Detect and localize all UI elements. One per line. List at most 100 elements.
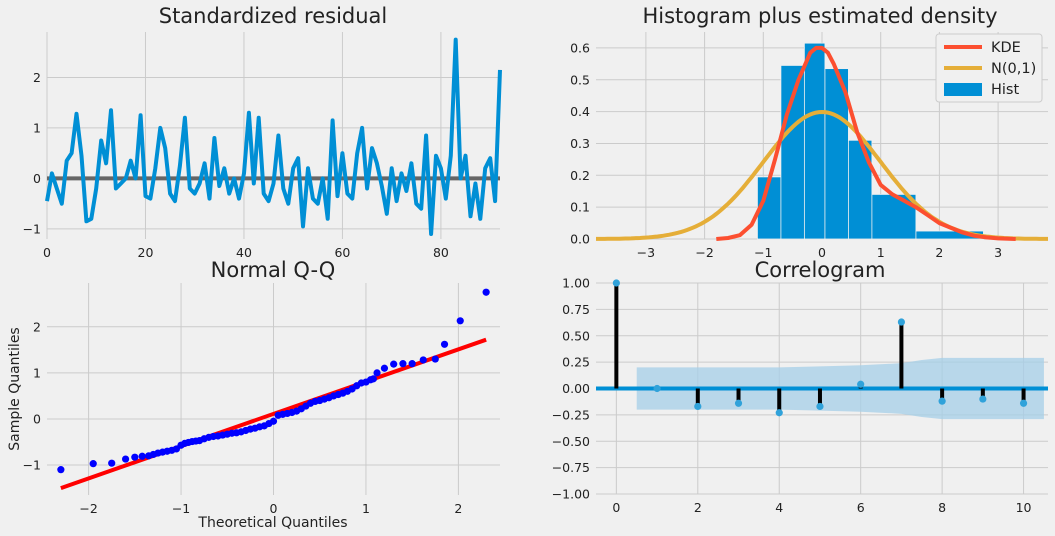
legend-swatch-hist — [944, 83, 982, 96]
qq-point — [482, 288, 490, 296]
x-tick-labels: −3 −2 −1 0 1 2 3 — [637, 245, 1002, 260]
y-tick-label: 1 — [33, 120, 41, 135]
normal-qq-panel: −2 −1 0 1 2 −1 0 1 2 Normal Q-Q Theoretical Qua… — [7, 258, 500, 531]
acf-marker — [694, 402, 702, 411]
y-tick-label: 0.2 — [570, 168, 590, 183]
x-axis-label: Theoretical Quantiles — [197, 515, 347, 531]
y-tick-label: 0.25 — [562, 355, 590, 370]
y-tick-label: −0.25 — [552, 407, 590, 422]
acf-marker — [734, 399, 743, 407]
y-tick-label: 0.1 — [570, 200, 590, 215]
acf-marker — [979, 395, 987, 403]
y-tick-label: −0.50 — [552, 434, 590, 449]
y-tick-label: −0.75 — [552, 460, 590, 475]
x-tick-label: 3 — [994, 245, 1002, 260]
x-tick-label: −2 — [79, 501, 97, 516]
x-tick-label: −1 — [172, 501, 190, 516]
qq-point — [138, 452, 146, 460]
qq-point — [269, 417, 278, 425]
y-tick-label: 2 — [33, 70, 41, 85]
qq-point — [380, 364, 389, 372]
plot-area — [45, 37, 502, 236]
chart-title: Histogram plus estimated density — [642, 4, 997, 28]
histogram-bar — [848, 139, 873, 240]
plot-area — [57, 288, 490, 490]
qq-point — [89, 460, 97, 468]
chart-title: Standardized residual — [159, 4, 388, 28]
x-tick-label: 8 — [938, 500, 946, 515]
x-tick-labels: 0 2 4 6 8 10 — [612, 500, 1031, 515]
y-tick-label: 0.6 — [570, 40, 590, 55]
x-tick-labels: −2 −1 0 1 2 — [79, 501, 462, 516]
qq-point — [373, 369, 381, 377]
y-tick-label: −1 — [23, 221, 41, 236]
x-tick-label: 1 — [877, 245, 885, 260]
y-tick-label: −1.00 — [552, 487, 590, 502]
qq-point — [456, 317, 464, 325]
y-tick-labels: −1 0 1 2 — [23, 319, 41, 472]
plot-area — [596, 279, 1048, 420]
correlogram-panel: 0 2 4 6 8 10 1.00 0.75 0.50 0.25 0.00 −0.25 −0.50 −0… — [552, 258, 1048, 515]
kde-density-line — [716, 45, 1016, 241]
x-tick-label: 20 — [138, 245, 154, 260]
acf-marker — [775, 409, 783, 417]
acf-marker — [857, 380, 865, 388]
x-tick-label: 2 — [935, 245, 943, 260]
y-tick-labels: 0.0 0.1 0.2 0.3 0.4 0.5 0.6 — [570, 40, 590, 246]
qq-point — [57, 466, 65, 474]
y-tick-labels: 1.00 0.75 0.50 0.25 0.00 −0.25 −0.50 −0.75 −1.00 — [552, 276, 590, 502]
x-tick-label: 0 — [270, 501, 278, 516]
y-tick-label: −1 — [23, 458, 41, 473]
y-tick-label: 0.75 — [562, 302, 590, 317]
y-tick-labels: −1 0 1 2 — [23, 70, 41, 236]
x-tick-label: 2 — [454, 501, 462, 516]
x-tick-label: −2 — [695, 245, 713, 260]
acf-marker — [938, 397, 946, 405]
x-tick-label: 40 — [236, 245, 252, 260]
x-tick-label: 0 — [612, 500, 620, 515]
qq-point — [369, 375, 377, 383]
y-tick-label: 2 — [33, 319, 41, 334]
y-tick-label: 1 — [33, 365, 41, 380]
chart-title: Normal Q-Q — [211, 258, 336, 282]
x-tick-label: 2 — [694, 500, 702, 515]
y-axis-label: Sample Quantiles — [7, 327, 23, 450]
histogram-bar — [803, 42, 826, 240]
y-tick-label: 0.4 — [570, 104, 590, 119]
qq-point — [121, 455, 130, 463]
acf-marker — [816, 402, 824, 411]
chart-title: Correlogram — [755, 258, 886, 282]
qq-point — [440, 340, 449, 348]
x-tick-labels: 0 20 40 60 80 — [43, 245, 449, 260]
residual-series-line — [45, 37, 502, 236]
legend: KDE N(0,1) Hist — [935, 33, 1043, 103]
y-tick-label: 0.0 — [570, 232, 590, 247]
x-tick-label: 0 — [818, 245, 826, 260]
y-tick-label: 0.3 — [570, 136, 590, 151]
histogram-density-panel: −3 −2 −1 0 1 2 3 0.0 0.1 0.2 0.3 0.4 0.5 0.6 Histogr… — [570, 4, 1048, 260]
qq-point — [390, 360, 398, 368]
qq-point — [408, 360, 416, 368]
x-tick-label: 10 — [1016, 500, 1032, 515]
x-tick-label: 1 — [362, 501, 370, 516]
y-tick-label: 0.50 — [562, 328, 590, 343]
y-tick-label: 0.5 — [570, 72, 590, 87]
legend-label-hist: Hist — [991, 82, 1019, 98]
qq-point — [399, 360, 407, 368]
qq-point — [108, 459, 116, 467]
acf-marker — [1019, 399, 1028, 407]
histogram-bar — [871, 194, 917, 240]
x-tick-label: 60 — [334, 245, 350, 260]
y-tick-label: 0.00 — [562, 381, 590, 396]
acf-marker — [653, 384, 661, 393]
qq-point — [131, 453, 139, 461]
x-tick-label: −3 — [637, 245, 655, 260]
x-tick-label: −1 — [754, 245, 772, 260]
x-tick-label: 6 — [857, 500, 865, 515]
acf-marker — [897, 318, 906, 326]
acf-marker — [612, 279, 620, 287]
legend-label-norm: N(0,1) — [991, 61, 1036, 77]
y-tick-label: 0 — [33, 171, 41, 186]
